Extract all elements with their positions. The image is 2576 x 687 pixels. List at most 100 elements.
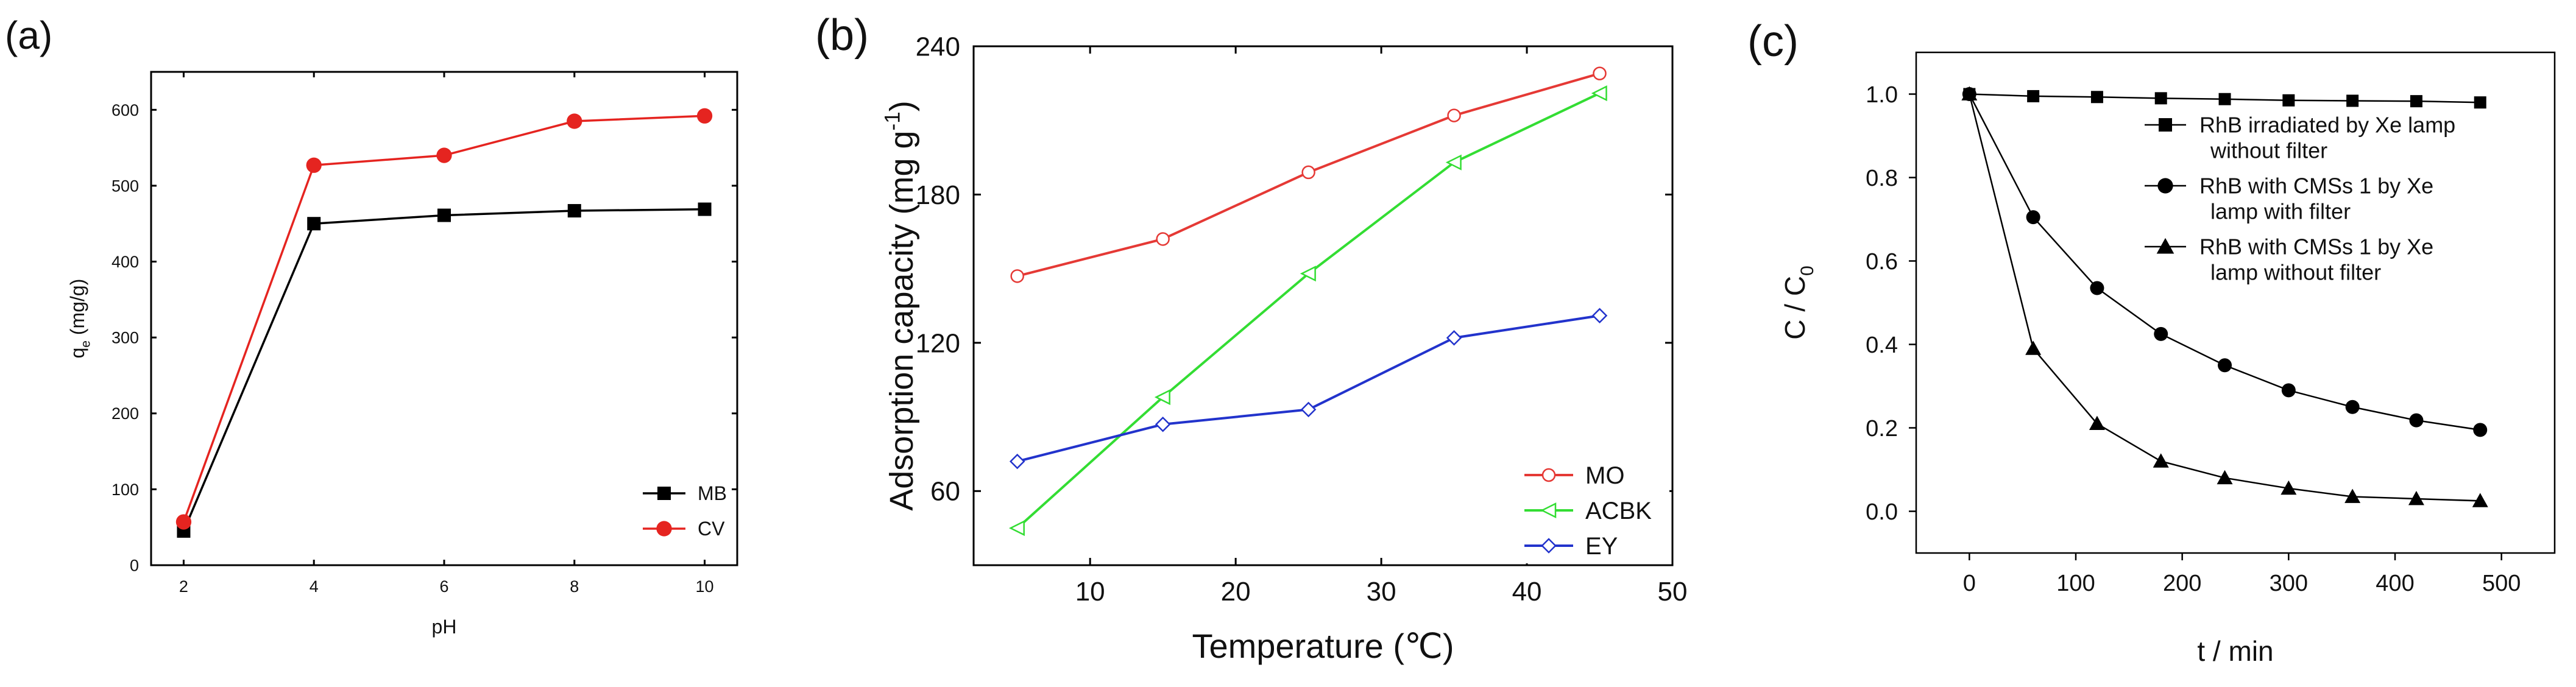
data-point xyxy=(2090,281,2104,295)
legend: MB CV xyxy=(643,482,727,540)
x-tick-label: 4 xyxy=(310,577,319,596)
data-point xyxy=(2027,90,2040,102)
data-point xyxy=(2090,91,2103,104)
data-point xyxy=(175,514,192,530)
x-tick-label: 2 xyxy=(179,577,188,596)
plot-frame xyxy=(150,71,738,566)
legend-marker xyxy=(1540,502,1557,519)
series-curve-1 xyxy=(1963,88,2486,109)
legend-item: RhB with CMSs 1 by Xe lamp with filter xyxy=(2145,174,2433,224)
data-point xyxy=(1445,154,1462,171)
data-point xyxy=(436,147,452,163)
y-tick-label: 600 xyxy=(111,101,139,119)
y-tick-label: 300 xyxy=(111,329,139,347)
legend: RhB irradiated by Xe lamp without filter R… xyxy=(2145,113,2455,285)
x-tick-label: 10 xyxy=(696,577,714,596)
series-line xyxy=(182,208,705,532)
x-axis-label: t / min xyxy=(2197,635,2273,667)
legend-label-line: RhB with CMSs 1 by Xe xyxy=(2199,174,2433,199)
panel-label: (b) xyxy=(815,11,869,60)
y-tick-label: 0.2 xyxy=(1866,416,1898,442)
legend-label-line: RhB with CMSs 1 by Xe xyxy=(2199,234,2433,259)
x-tick-label: 50 xyxy=(1658,577,1688,607)
legend: MO ACBK EY xyxy=(1511,448,1669,563)
x-tick-label: 100 xyxy=(2056,571,2095,596)
y-tick-label: 0.6 xyxy=(1866,249,1898,275)
data-point xyxy=(2409,413,2424,428)
x-tick-label: 20 xyxy=(1221,577,1251,607)
legend-label: RhB with CMSs 1 by Xe lamp with filter xyxy=(2199,174,2433,224)
y-tick-label: 180 xyxy=(916,180,960,210)
y-axis-label: Adsorption capacity (mg g-1) xyxy=(880,100,920,510)
data-point xyxy=(2473,423,2488,437)
panel-label: (c) xyxy=(1747,17,1799,66)
x-tick-label: 500 xyxy=(2482,571,2521,596)
x-tick-label: 400 xyxy=(2376,571,2414,596)
x-tick-label: 30 xyxy=(1367,577,1396,607)
data-point xyxy=(307,217,321,231)
series-mo xyxy=(1010,66,1607,283)
data-point xyxy=(567,113,582,129)
data-point xyxy=(1300,401,1317,418)
legend-item: RhB irradiated by Xe lamp without filter xyxy=(2145,113,2455,163)
y-axis-label: qe (mg/g) xyxy=(66,279,93,359)
legend-marker xyxy=(2157,178,2173,194)
y-tick-label: 60 xyxy=(930,477,960,507)
legend-marker xyxy=(1541,468,1556,482)
data-point xyxy=(2344,488,2361,503)
data-point xyxy=(1591,85,1607,102)
x-axis-label: Temperature (℃) xyxy=(1192,627,1454,665)
data-point xyxy=(567,204,581,218)
y-tick-label: 0.0 xyxy=(1866,499,1898,525)
legend-marker xyxy=(656,521,672,537)
legend-marker xyxy=(1541,538,1557,554)
data-point xyxy=(1008,520,1025,537)
panel-b: (b) 10 20 30 40 50 60 120 180 240 Temperature (℃) A… xyxy=(815,11,1687,665)
legend-item: RhB with CMSs 1 by Xe lamp without filter xyxy=(2145,234,2433,285)
data-point xyxy=(1155,416,1171,432)
data-point xyxy=(2345,400,2360,414)
y-tick-label: 240 xyxy=(916,32,960,62)
legend-label-line: lamp with filter xyxy=(2210,199,2351,224)
data-point xyxy=(2281,480,2297,495)
data-point xyxy=(1154,389,1170,406)
x-axis-label: pH xyxy=(432,616,457,638)
series-cv xyxy=(175,108,713,530)
legend-label: RhB with CMSs 1 by Xe lamp without filter xyxy=(2199,234,2433,285)
data-point xyxy=(2217,470,2233,485)
y-axis-label-main: Adsorption capacity (mg g xyxy=(883,130,920,510)
x-tick-label: 200 xyxy=(2163,571,2201,596)
series-acbk xyxy=(1008,85,1607,537)
data-point xyxy=(2154,326,2168,341)
legend-item: ACBK xyxy=(1524,498,1652,524)
legend-label: CV xyxy=(698,518,725,540)
data-point xyxy=(2474,96,2486,109)
x-tick-label: 300 xyxy=(2270,571,2308,596)
data-point xyxy=(2026,210,2040,225)
data-point xyxy=(306,157,322,173)
legend-label: ACBK xyxy=(1585,498,1652,524)
y-axis-label-rest: ) xyxy=(883,100,920,111)
data-point xyxy=(2025,340,2042,355)
legend-marker xyxy=(2159,118,2172,132)
y-tick-label: 100 xyxy=(111,481,139,499)
y-tick-label: 0.8 xyxy=(1866,166,1898,191)
data-point xyxy=(2410,95,2422,108)
legend-item: EY xyxy=(1524,533,1618,560)
plot-frame xyxy=(1915,51,2556,554)
y-axis-label-sup: -1 xyxy=(880,111,904,130)
panel-c: (c) 0 100 200 300 400 500 0.0 0.2 0.4 0.6 0.8 1.0 t /… xyxy=(1747,17,2556,667)
data-point xyxy=(2154,92,2167,105)
y-tick-label: 400 xyxy=(111,253,139,271)
data-point xyxy=(2282,94,2295,107)
data-point xyxy=(2218,358,2232,373)
x-tick-label: 0 xyxy=(1963,571,1976,596)
legend-item: CV xyxy=(643,518,725,540)
data-point xyxy=(1300,266,1316,282)
data-point xyxy=(1446,329,1462,346)
series-line xyxy=(1017,314,1600,463)
legend-label: MB xyxy=(698,482,727,504)
legend-label: MO xyxy=(1585,462,1624,489)
panel-label: (a) xyxy=(5,13,52,57)
legend-marker xyxy=(2156,238,2174,254)
